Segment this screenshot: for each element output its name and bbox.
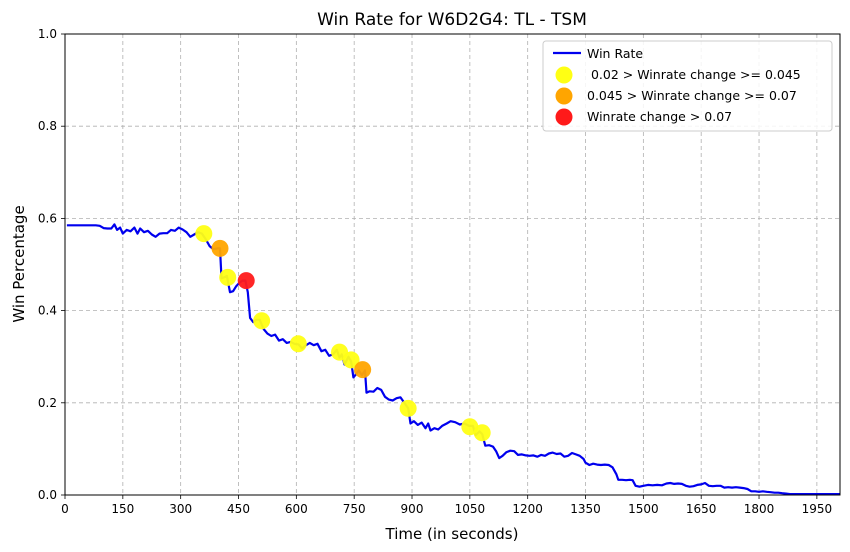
x-tick-label: 1050 [455,502,486,516]
change-marker-1 [354,361,372,379]
change-marker-0 [342,351,360,369]
change-marker-0 [219,268,237,286]
change-marker-2 [237,272,255,290]
legend-box [542,40,833,132]
legend-label: 0.045 > Winrate change >= 0.07 [587,88,797,103]
legend-marker-swatch [555,108,573,126]
x-tick-label: 900 [401,502,424,516]
legend-label: Winrate change > 0.07 [587,109,732,124]
x-axis-label: Time (in seconds) [385,525,519,543]
x-axis-ticks: 0 150 300 450 600 750 900 1050 1200 1350 1500 1650 1… [61,495,832,516]
x-tick-label: 750 [343,502,366,516]
x-tick-label: 1500 [628,502,659,516]
change-marker-0 [253,312,271,330]
legend-label: 0.02 > Winrate change >= 0.045 [587,67,801,82]
legend: Win Rate 0.02 > Winrate change >= 0.045 0… [542,40,833,132]
change-marker-0 [289,335,307,353]
x-tick-label: 1650 [686,502,717,516]
x-tick-label: 0 [61,502,69,516]
legend-marker-swatch [555,87,573,105]
y-tick-label: 0.6 [38,211,57,225]
x-tick-label: 1950 [802,502,833,516]
y-tick-label: 1.0 [38,27,57,41]
y-tick-label: 0.8 [38,119,57,133]
chart-title: Win Rate for W6D2G4: TL - TSM [317,10,587,30]
y-axis-ticks: 0.0 0.2 0.4 0.6 0.8 1.0 [38,27,65,502]
x-tick-label: 450 [227,502,250,516]
change-marker-0 [195,225,213,243]
x-tick-label: 1350 [570,502,601,516]
x-tick-label: 150 [111,502,134,516]
change-marker-0 [473,424,491,442]
axes-frame [64,33,841,496]
y-tick-label: 0.4 [38,304,57,318]
win-rate-line [66,223,840,496]
legend-marker-swatch [555,66,573,84]
x-tick-label: 1200 [512,502,543,516]
y-tick-label: 0.2 [38,396,57,410]
y-axis-label: Win Percentage [10,205,28,322]
x-tick-label: 600 [285,502,308,516]
change-marker-1 [211,239,229,257]
win-rate-line-group [66,223,840,496]
change-marker-0 [399,399,417,417]
x-tick-label: 1800 [744,502,775,516]
x-tick-label: 300 [169,502,192,516]
legend-label: Win Rate [587,46,643,61]
y-tick-label: 0.0 [38,488,57,502]
change-markers-group [195,225,491,442]
